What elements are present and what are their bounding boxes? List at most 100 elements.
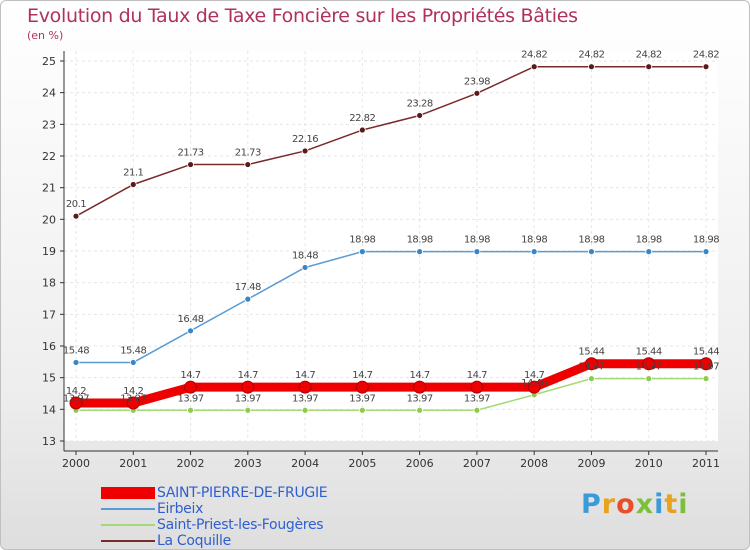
data-label: 14.7 — [180, 370, 200, 381]
x-tick-label: 2006 — [406, 457, 434, 470]
data-label: 14.7 — [467, 370, 487, 381]
x-tick-label: 2007 — [463, 457, 491, 470]
data-point — [645, 63, 653, 71]
data-point — [530, 248, 538, 256]
data-point — [244, 161, 252, 168]
series-line-0 — [76, 359, 706, 408]
y-tick-label: 19 — [42, 245, 56, 258]
data-point — [642, 357, 656, 371]
legend-item: La Coquille — [101, 533, 231, 549]
data-point — [473, 248, 481, 256]
y-tick-label: 23 — [42, 118, 56, 131]
data-point — [588, 248, 595, 256]
x-tick-label: 2011 — [692, 457, 720, 470]
data-label: 24.82 — [521, 50, 547, 61]
data-point — [358, 126, 366, 134]
data-label: 14.46 — [521, 378, 547, 389]
data-point — [298, 380, 312, 394]
y-tick-label: 14 — [42, 403, 56, 416]
x-tick-label: 2010 — [635, 457, 663, 470]
y-tick-label: 20 — [42, 213, 56, 226]
data-point — [244, 295, 252, 303]
data-label: 17.48 — [235, 282, 261, 293]
data-point — [416, 406, 424, 414]
data-label: 14.7 — [524, 370, 544, 381]
proxiti-logo: Proxiti — [581, 489, 689, 520]
data-label: 21.73 — [177, 148, 203, 159]
data-point — [530, 63, 538, 71]
legend-swatch — [101, 540, 155, 542]
data-label: 18.48 — [292, 250, 318, 261]
data-point — [126, 396, 140, 410]
data-point — [588, 375, 595, 383]
data-label: 15.44 — [578, 347, 604, 358]
legend-swatch — [101, 487, 155, 499]
y-tick-label: 13 — [42, 435, 56, 448]
legend-item: SAINT-PIERRE-DE-FRUGIE — [101, 485, 328, 501]
y-tick-label: 22 — [42, 150, 56, 163]
data-point — [301, 264, 309, 271]
data-point — [699, 357, 713, 371]
data-label: 21.1 — [123, 168, 143, 179]
data-point — [702, 248, 710, 256]
data-point — [72, 212, 80, 220]
data-label: 18.98 — [578, 235, 604, 246]
data-point — [69, 396, 83, 410]
legend-item: Saint-Priest-les-Fougères — [101, 517, 324, 533]
data-point — [645, 375, 653, 383]
data-label: 15.44 — [636, 347, 662, 358]
data-point — [473, 406, 481, 414]
y-tick-label: 21 — [42, 182, 56, 195]
data-label: 18.98 — [693, 235, 719, 246]
legend-label: Saint-Priest-les-Fougères — [157, 517, 324, 533]
data-point — [355, 380, 369, 394]
x-tick-label: 2002 — [177, 457, 205, 470]
data-label: 15.44 — [693, 347, 719, 358]
legend-label: SAINT-PIERRE-DE-FRUGIE — [157, 485, 328, 501]
data-point — [588, 63, 595, 71]
data-point — [129, 181, 137, 188]
y-tick-label: 18 — [42, 277, 56, 290]
data-point — [241, 380, 255, 394]
y-tick-label: 24 — [42, 87, 56, 100]
data-point — [301, 147, 309, 155]
data-label: 13.97 — [120, 393, 146, 404]
data-label: 14.7 — [295, 370, 315, 381]
data-label: 18.98 — [349, 235, 375, 246]
data-label: 13.97 — [349, 393, 375, 404]
x-tick-label: 2008 — [520, 457, 548, 470]
data-point — [416, 112, 424, 119]
data-label: 13.97 — [407, 393, 433, 404]
data-point — [645, 248, 653, 256]
y-tick-label: 15 — [42, 372, 56, 385]
y-tick-label: 17 — [42, 308, 56, 321]
series-line-2 — [76, 377, 706, 412]
data-label: 14.97 — [693, 362, 719, 373]
y-tick-label: 25 — [42, 55, 56, 68]
x-tick-label: 2001 — [119, 457, 147, 470]
data-label: 15.48 — [63, 345, 89, 356]
unit-label: (en %) — [27, 29, 64, 42]
data-point — [187, 161, 194, 168]
data-point — [358, 248, 366, 256]
data-point — [413, 380, 427, 394]
data-label: 24.82 — [636, 50, 662, 61]
data-label: 14.97 — [578, 362, 604, 373]
data-point — [301, 406, 309, 414]
y-tick-label: 16 — [42, 340, 56, 353]
data-label: 14.7 — [352, 370, 372, 381]
data-label: 18.98 — [521, 235, 547, 246]
legend-label: Eirbeix — [157, 501, 204, 517]
data-label: 13.97 — [464, 393, 490, 404]
data-label: 15.48 — [120, 345, 146, 356]
plot-area — [64, 51, 718, 441]
data-point — [470, 380, 484, 394]
legend-item: Eirbeix — [101, 501, 203, 517]
x-tick-label: 2004 — [291, 457, 319, 470]
data-point — [702, 63, 710, 71]
x-tick-label: 2000 — [62, 457, 90, 470]
data-point — [244, 406, 252, 414]
data-label: 14.2 — [123, 386, 143, 397]
